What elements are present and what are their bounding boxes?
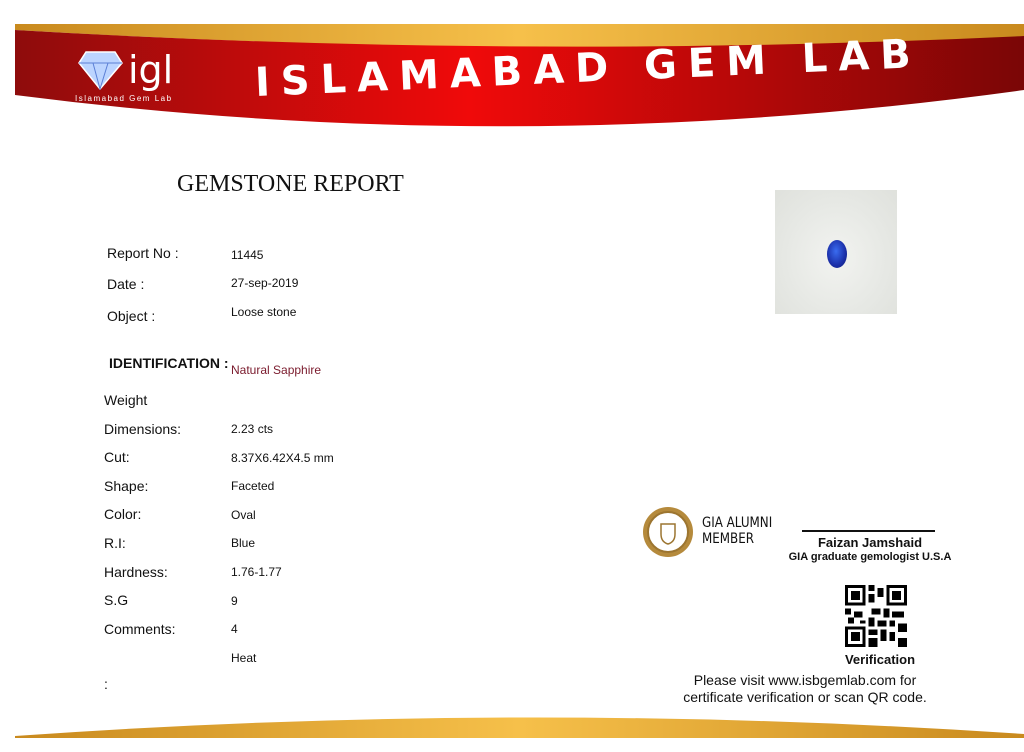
logo-text: igl [128,48,174,92]
report-title: GEMSTONE REPORT [177,171,404,197]
gia-seal-icon [643,507,693,557]
footer-band [15,717,1024,738]
field-value: 8.37X6.42X4.5 mm [231,450,334,465]
field-value: Faceted [231,479,275,494]
signatory-name: Faizan Jamshaid [817,535,923,550]
report-no-value: 11445 [231,248,264,262]
verification-note-line1: Please visit www.isbgemlab.com for [693,672,917,688]
report-no-label: Report No : [107,245,179,261]
verification-note: Please visit www.isbgemlab.com for certi… [660,672,950,706]
verification-label: Verification [844,652,916,667]
gia-alumni-text: GIA ALUMNI MEMBER [702,515,772,547]
field-label: Dimensions: [104,420,182,437]
qr-code-icon[interactable] [845,585,907,647]
object-value: Loose stone [231,305,297,319]
gia-line2: MEMBER [702,531,755,547]
header-banner [15,24,1024,127]
trailing-colon: : [104,676,108,692]
verification-note-line2: certificate verification or scan QR code… [683,689,927,705]
field-value: 9 [231,593,238,608]
field-label: S.G [104,592,129,609]
identification-value: Natural Sapphire [231,363,322,377]
field-value: Heat [231,650,257,665]
identification-label: IDENTIFICATION : [109,355,229,371]
object-label: Object : [107,308,156,324]
signature-line [802,530,935,532]
field-value: 1.76-1.77 [231,565,282,579]
sapphire-stone [827,240,847,268]
date-label: Date : [107,276,145,292]
field-value: Oval [231,507,256,522]
logo-subtitle: Islamabad Gem Lab [75,94,173,103]
signatory-title: GIA graduate gemologist U.S.A [788,551,952,563]
field-label: Hardness: [104,563,168,580]
field-value: 4 [231,622,238,637]
field-label: Color: [104,506,142,523]
gemstone-photo [775,190,897,314]
field-label: R.I: [104,535,126,551]
field-label: Shape: [104,477,149,494]
gia-line1: GIA ALUMNI [702,515,773,531]
field-value: Blue [231,536,256,551]
diamond-logo-icon [78,51,123,90]
field-value: 2.23 cts [231,422,274,436]
field-label: Comments: [104,620,176,637]
field-label: Weight [104,392,148,408]
date-value: 27-sep-2019 [231,276,299,290]
field-label: Cut: [104,449,130,466]
